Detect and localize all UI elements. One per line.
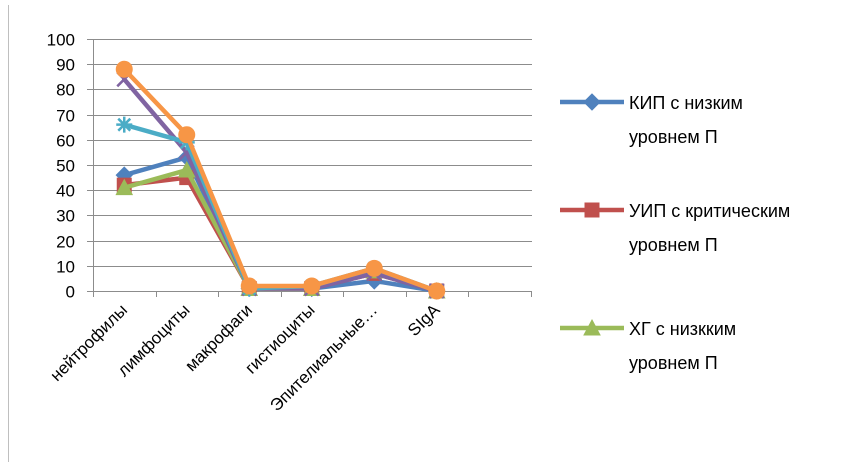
y-tick-label: 30 — [56, 207, 75, 226]
y-tick-label: 0 — [66, 283, 75, 302]
legend-label: УИП с критическим — [629, 201, 790, 221]
y-tick-label: 80 — [56, 81, 75, 100]
y-tick-label: 90 — [56, 56, 75, 75]
legend-label: уровнем П — [629, 353, 718, 373]
legend-label: уровнем П — [629, 127, 718, 147]
legend-label: ХГ с низкким — [629, 319, 736, 339]
data-point-marker — [177, 160, 196, 178]
legend-item: ХГ с низкким уровнем П — [560, 318, 736, 373]
legend-item: УИП с критическим уровнем П — [560, 201, 790, 255]
data-point-marker — [428, 282, 446, 300]
series-4 — [116, 71, 445, 299]
y-tick-label: 40 — [56, 182, 75, 201]
data-point-marker — [303, 277, 321, 295]
data-point-marker — [115, 178, 134, 196]
y-tick-label: 70 — [56, 107, 75, 126]
data-point-marker — [240, 277, 258, 295]
legend: КИП с низким уровнем П УИП с критическим ур… — [560, 93, 790, 373]
x-tick-label: SIgA — [404, 300, 444, 340]
legend-swatch-marker — [584, 202, 600, 218]
legend-label: КИП с низким — [629, 93, 743, 113]
x-tick-label: Эпителиальные… — [266, 300, 381, 415]
series-line — [122, 66, 439, 294]
legend-label: уровнем П — [629, 235, 718, 255]
legend-swatch-marker — [583, 93, 601, 111]
y-tick-label: 20 — [56, 233, 75, 252]
series-5 — [116, 116, 445, 299]
y-axis-tick-labels: 0 10 20 30 40 50 60 70 80 90 100 — [47, 31, 75, 302]
legend-item: КИП с низким уровнем П — [560, 93, 743, 147]
y-tick-label: 50 — [56, 157, 75, 176]
y-tick-label: 60 — [56, 132, 75, 151]
legend-swatch-marker — [583, 318, 601, 336]
series-lines — [115, 60, 446, 300]
data-point-marker — [178, 126, 196, 144]
gridlines — [93, 39, 532, 267]
x-axis-tick-labels: нейтрофилылимфоцитымакрофагигистиоцитыЭп… — [46, 300, 444, 415]
series-line — [122, 77, 439, 294]
data-point-marker — [115, 60, 133, 78]
data-point-marker — [116, 116, 133, 133]
y-tick-label: 100 — [47, 31, 75, 50]
y-tick-label: 10 — [56, 258, 75, 277]
series-6 — [115, 60, 446, 300]
data-point-marker — [365, 259, 383, 277]
